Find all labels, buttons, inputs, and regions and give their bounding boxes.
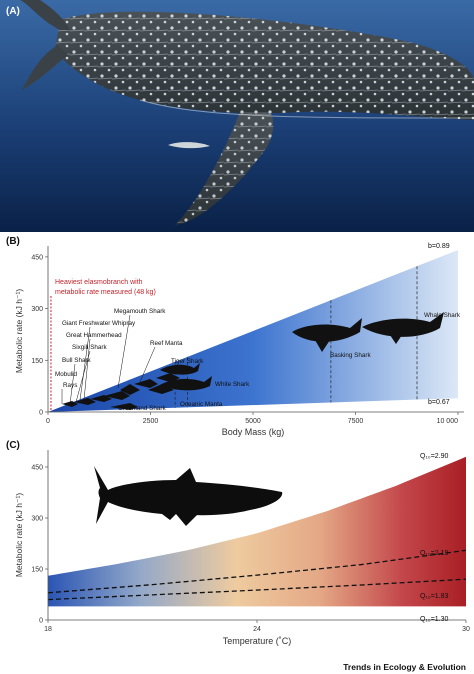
y-tick-label: 150 [31,567,43,574]
y-tick-label: 0 [39,410,43,417]
label-rays: Rays [63,382,77,389]
label-pointer-lines [61,314,156,405]
x-tick-label: 30 [462,626,470,633]
x-tick-label: 24 [253,626,261,633]
y-axis-title: Metabolic rate (kJ h⁻¹) [14,289,24,373]
x-tick-label: 7500 [348,418,364,425]
y-tick-label: 0 [39,618,43,625]
label-greenland-shark: Greenland Shark [118,405,166,412]
q10-1-83-curve [47,578,467,601]
q10-mid-label: Q₁₀=2.19 [420,550,449,557]
y-tick-label: 450 [31,465,43,472]
panel-c-chart: (C) 18 24 30 0 150 300 450 Temperature (˚C) Meta… [0,438,474,660]
x-tick-label: 0 [46,418,50,425]
q10-bottom-label: Q₁₀=1.30 [420,616,449,623]
label-white-shark: White Shark [215,381,250,388]
species-silhouettes [62,312,444,410]
label-tiger-shark: Tiger Shark [171,358,204,365]
x-tick-label: 10 000 [437,418,459,425]
metabolic-scaling-wedge [48,250,458,412]
y-tick-label: 300 [31,306,43,313]
q10-top-label: Q₁₀=2.90 [420,453,449,460]
label-megamouth-shark: Megamouth Shark [114,308,166,315]
label-mobulid: Mobulid [55,371,78,378]
label-whale-shark: Whale Shark [424,312,461,319]
whale-shark-silhouette [20,0,474,225]
label-basking-shark: Basking Shark [330,352,371,359]
y-tick-label: 450 [31,254,43,261]
whale-shark-silhouette-icon [94,466,283,524]
x-axis-title: Body Mass (kg) [222,427,285,437]
journal-footer: Trends in Ecology & Evolution [343,662,466,672]
label-giant-freshwater-whipray: Giant Freshwater Whipray [62,320,136,327]
panel-a-photo: (A) [0,0,474,232]
b-high-label: b=0.89 [428,243,450,250]
annotation-line-2: metabolic rate measured (48 kg) [55,289,156,296]
temperature-gradient-area [48,456,466,607]
label-reef-manta: Reef Manta [150,340,183,347]
y-tick-label: 300 [31,516,43,523]
panel-a-label: (A) [6,6,20,17]
q10-low-label: Q₁₀=1.83 [420,593,449,600]
x-tick-label: 5000 [245,418,261,425]
x-axis-title: Temperature (˚C) [223,636,292,646]
panel-b-label: (B) [6,236,20,247]
x-tick-label: 18 [44,626,52,633]
b-low-label: b=0.67 [428,399,450,406]
x-tick-label: 2500 [143,418,159,425]
annotation-line-1: Heaviest elasmobranch with [55,279,143,286]
y-tick-label: 150 [31,358,43,365]
label-bull-shark: Bull Shark [62,357,92,364]
pelvic-fin-shape [176,514,198,526]
q10-2-19-curve [47,549,467,594]
body-mass-chart: 0 2500 5000 7500 10 000 0 150 300 450 Body Mass (… [14,243,464,437]
panel-b-chart: (B) 0 2500 5000 7500 10 000 0 150 300 450 Body Ma… [0,232,474,438]
label-great-hammerhead: Great Hammerhead [66,332,122,339]
whale-shark-photo [0,0,474,232]
y-axis-title: Metabolic rate (kJ h⁻¹) [14,493,24,577]
panel-c-label: (C) [6,440,20,451]
label-oceanic-manta: Oceanic Manta [180,401,223,408]
label-sixgill-shark: Sixgill Shark [72,344,107,351]
